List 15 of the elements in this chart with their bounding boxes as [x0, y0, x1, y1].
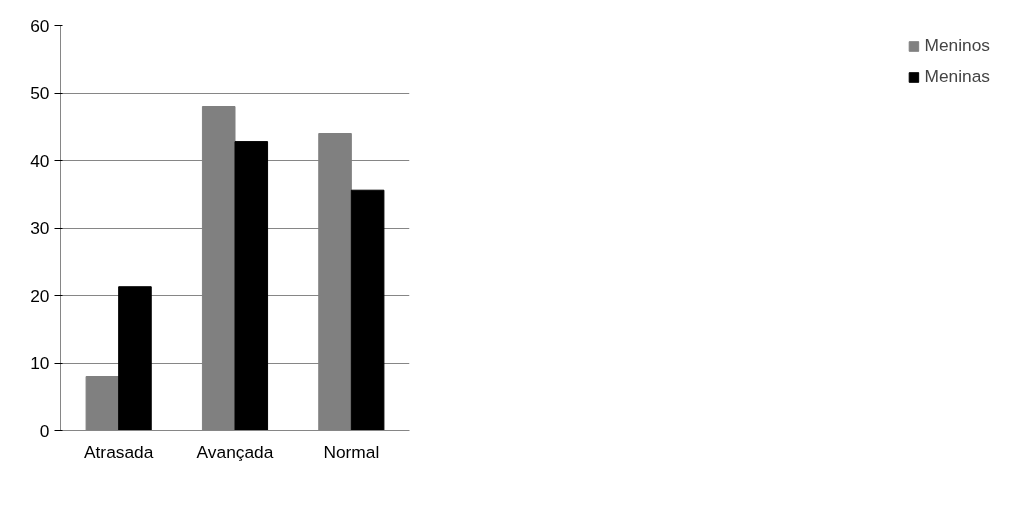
legend-label: Meninos: [924, 35, 990, 56]
bar: [234, 141, 269, 431]
bar: [118, 286, 152, 431]
y-tick-label: 20: [30, 285, 50, 306]
legend-label: Meninas: [924, 66, 990, 87]
y-tick-label: 30: [30, 218, 50, 238]
y-tick-label: 0: [39, 420, 50, 441]
y-tick-label: 50: [30, 83, 50, 103]
y-tick-label: 60: [30, 15, 50, 36]
y-tick-label: 10: [30, 353, 50, 373]
y-tick-label: 40: [30, 150, 50, 171]
x-tick-label: Avançada: [196, 441, 274, 462]
x-tick-label: Atrasada: [83, 441, 154, 462]
x-tick-label: Normal: [323, 441, 380, 462]
bar: [350, 189, 385, 431]
